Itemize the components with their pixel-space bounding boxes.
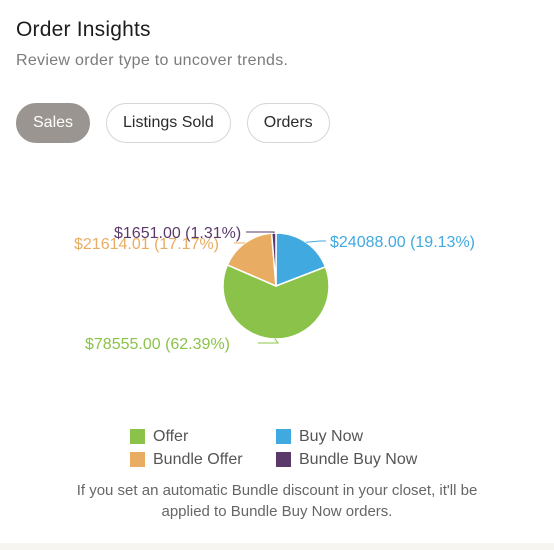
bundle-discount-note: If you set an automatic Bundle discount … <box>0 480 554 522</box>
legend-label-bundle-offer: Bundle Offer <box>153 450 243 468</box>
legend-label-bundle-buy-now: Bundle Buy Now <box>299 450 418 468</box>
legend-swatch-buy-now <box>276 429 291 444</box>
legend-swatch-offer <box>130 429 145 444</box>
data-label-offer: $78555.00 (62.39%) <box>85 336 230 353</box>
leader-line-buy-now <box>305 240 326 243</box>
leader-line-offer <box>258 338 280 344</box>
legend-item-offer: Offer <box>130 426 276 447</box>
pie-slice-bundle-buy-now[interactable] <box>270 232 277 287</box>
metric-tabs: Sales Listings Sold Orders <box>16 103 330 143</box>
chart-legend: Offer Buy Now Bundle Offer Bundle Buy No… <box>130 426 436 470</box>
tab-sales[interactable]: Sales <box>16 103 91 143</box>
leader-line-bundle-buy-now <box>246 231 275 234</box>
page-subtitle: Review order type to uncover trends. <box>16 52 289 69</box>
data-label-bundle-offer: $21614.01 (17.17%) <box>74 236 219 253</box>
legend-item-bundle-buy-now: Bundle Buy Now <box>276 449 436 470</box>
order-type-pie-chart: $24088.00 (19.13%) $78555.00 (62.39%) $216… <box>0 200 554 370</box>
legend-item-bundle-offer: Bundle Offer <box>130 449 276 470</box>
footer-divider <box>0 543 554 550</box>
pie-slice-offer[interactable] <box>222 263 330 340</box>
legend-item-buy-now: Buy Now <box>276 426 436 447</box>
pie-slice-buy-now[interactable] <box>275 232 327 288</box>
note-line-1: If you set an automatic Bundle discount … <box>76 482 478 499</box>
page-title: Order Insights <box>16 18 151 41</box>
pie-chart-svg: $24088.00 (19.13%) $78555.00 (62.39%) $216… <box>74 225 475 353</box>
data-label-buy-now: $24088.00 (19.13%) <box>330 234 475 251</box>
data-label-bundle-buy-now: $1651.00 (1.31%) <box>114 225 241 242</box>
legend-label-offer: Offer <box>153 427 189 445</box>
legend-swatch-bundle-buy-now <box>276 452 291 467</box>
legend-swatch-bundle-offer <box>130 452 145 467</box>
legend-label-buy-now: Buy Now <box>299 427 364 445</box>
note-line-2: applied to Bundle Buy Now orders. <box>161 503 393 520</box>
tab-orders[interactable]: Orders <box>246 103 330 143</box>
tab-listings-sold[interactable]: Listings Sold <box>106 103 231 143</box>
